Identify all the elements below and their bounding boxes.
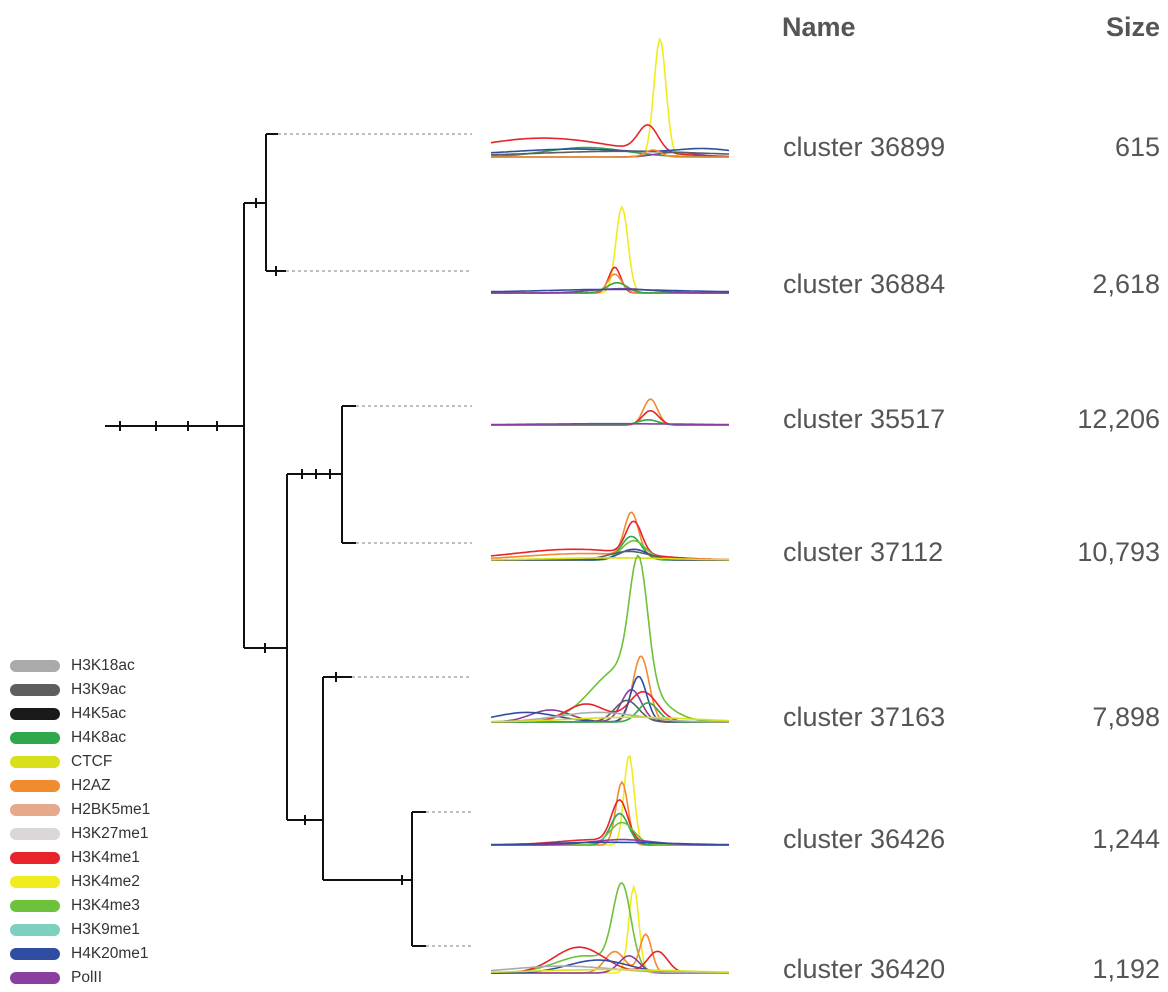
legend-item: H3K18ac — [10, 654, 150, 678]
profile-curve — [491, 550, 729, 561]
profile-curve — [491, 716, 729, 723]
profile-curve — [490, 968, 730, 973]
dendrogram — [105, 133, 426, 947]
cluster-size: 10,793 — [1077, 537, 1160, 567]
profile-curve — [491, 780, 729, 846]
cluster-size: 2,618 — [1092, 269, 1160, 299]
cluster-name: cluster 37163 — [783, 702, 946, 732]
legend-swatch — [10, 708, 60, 720]
legend-label: H3K27me1 — [71, 825, 149, 842]
profile-curve — [491, 554, 729, 723]
profile-curve — [490, 147, 730, 154]
legend-label: H3K4me1 — [71, 849, 140, 866]
cluster-size: 7,898 — [1092, 702, 1160, 732]
profile-curve — [491, 409, 729, 426]
profile-curve — [490, 799, 729, 846]
legend-label: PolII — [71, 969, 103, 986]
profile-curve — [491, 557, 729, 561]
legend-swatch — [10, 732, 60, 744]
profile-curve — [490, 675, 729, 723]
legend-label: CTCF — [71, 753, 113, 770]
legend-swatch — [10, 948, 60, 960]
profile-curve — [490, 123, 729, 158]
cluster-name: cluster 35517 — [783, 404, 946, 434]
legend-label: H2BK5me1 — [71, 801, 151, 818]
legend-item: H3K27me1 — [10, 822, 150, 846]
legend-swatch — [10, 780, 60, 792]
cluster-name: cluster 36899 — [783, 132, 946, 162]
legend-label: H4K20me1 — [71, 945, 149, 962]
legend-label: H2AZ — [71, 777, 111, 794]
legend-item: H3K4me3 — [10, 894, 150, 918]
legend-swatch — [10, 900, 60, 912]
signal-profiles — [490, 37, 730, 974]
profile-curve — [491, 288, 729, 293]
profile-curve — [491, 422, 729, 426]
legend-swatch — [10, 828, 60, 840]
profile-6 — [490, 754, 729, 846]
legend-item: H3K4me2 — [10, 870, 150, 894]
legend-item: PolII — [10, 966, 150, 990]
legend-label: H3K4me2 — [71, 873, 140, 890]
legend-label: H3K9me1 — [71, 921, 140, 938]
legend-item: H4K20me1 — [10, 942, 150, 966]
leader-lines — [278, 133, 472, 947]
legend-swatch — [10, 660, 60, 672]
profile-4 — [490, 511, 729, 561]
profile-7 — [490, 881, 730, 974]
profile-curve — [490, 150, 730, 156]
legend-item: H4K5ac — [10, 702, 150, 726]
cluster-name: cluster 36420 — [783, 954, 946, 984]
legend-item: H2BK5me1 — [10, 798, 150, 822]
legend-label: H3K4me3 — [71, 897, 140, 914]
cluster-name: cluster 36884 — [783, 269, 946, 299]
legend-item: CTCF — [10, 750, 150, 774]
profile-curve — [491, 881, 729, 974]
legend-item: H3K4me1 — [10, 846, 150, 870]
cluster-size: 12,206 — [1077, 404, 1160, 434]
legend: H3K18ac H3K9ac H4K5ac H4K8ac CTCF H2AZ H2BK5me… — [10, 654, 150, 990]
profile-curve — [490, 965, 729, 974]
legend-swatch — [10, 804, 60, 816]
cluster-size: 1,244 — [1092, 824, 1160, 854]
cluster-name: cluster 37112 — [783, 537, 944, 567]
profile-curve — [491, 711, 730, 723]
cluster-size: 615 — [1114, 132, 1160, 162]
name-column-header: Name — [782, 12, 856, 42]
legend-label: H3K9ac — [71, 681, 127, 698]
profile-curve — [491, 841, 729, 846]
cluster-name: cluster 36426 — [783, 824, 946, 854]
profile-curve — [491, 398, 729, 426]
legend-label: H4K5ac — [71, 705, 127, 722]
profile-1 — [490, 37, 730, 158]
profile-5 — [490, 554, 730, 723]
profile-curve — [491, 204, 729, 294]
legend-item: H2AZ — [10, 774, 150, 798]
legend-swatch — [10, 972, 60, 984]
legend-item: H4K8ac — [10, 726, 150, 750]
cluster-size: 1,192 — [1092, 954, 1160, 984]
profile-3 — [491, 398, 729, 426]
legend-swatch — [10, 756, 60, 768]
legend-swatch — [10, 876, 60, 888]
legend-label: H4K8ac — [71, 729, 127, 746]
legend-swatch — [10, 684, 60, 696]
legend-item: H3K9ac — [10, 678, 150, 702]
size-column-header: Size — [1105, 12, 1160, 42]
legend-swatch — [10, 924, 60, 936]
legend-swatch — [10, 852, 60, 864]
profile-2 — [491, 204, 729, 294]
profile-curve — [491, 149, 729, 158]
legend-item: H3K9me1 — [10, 918, 150, 942]
legend-label: H3K18ac — [71, 657, 135, 674]
